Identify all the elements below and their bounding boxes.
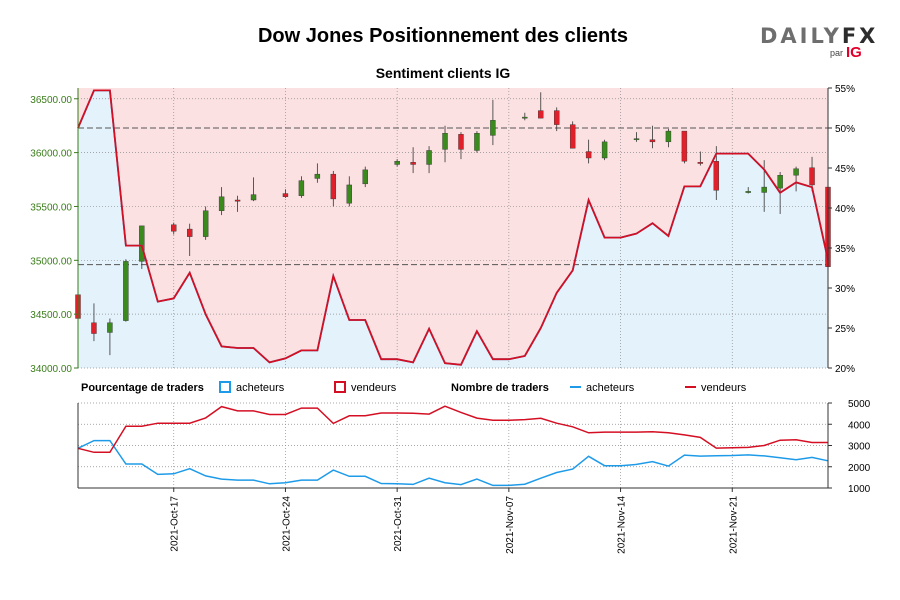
percent-tick-label: 25% bbox=[835, 324, 855, 335]
legend-count-heading: Nombre de traders bbox=[451, 382, 549, 394]
date-axis-labels: 2021-Oct-17 2021-Oct-24 2021-Oct-31 2021-No… bbox=[170, 488, 739, 554]
candle-body bbox=[490, 120, 496, 136]
candle-body bbox=[777, 175, 783, 189]
sellers-count-line bbox=[77, 405, 828, 454]
date-tick-label: 2021-Oct-31 bbox=[393, 496, 404, 552]
candle-body bbox=[410, 162, 416, 165]
count-tick-label: 4000 bbox=[848, 420, 871, 431]
candle-body bbox=[330, 173, 337, 200]
candle-body bbox=[569, 124, 576, 149]
candle-body bbox=[250, 194, 257, 201]
percent-tick-label: 20% bbox=[835, 364, 855, 375]
count-tick-label: 1000 bbox=[848, 484, 871, 495]
sellers-percent-line bbox=[77, 89, 829, 366]
candle-body bbox=[123, 261, 129, 321]
candle-body bbox=[697, 162, 704, 164]
candle-body bbox=[458, 134, 464, 150]
legend-sellers-count-label: vendeurs bbox=[701, 382, 747, 394]
candle-body bbox=[585, 151, 592, 159]
candle-body bbox=[91, 322, 97, 334]
legend-percent-heading: Pourcentage de traders bbox=[81, 382, 204, 394]
date-tick-label: 2021-Oct-24 bbox=[281, 496, 292, 552]
candle-body bbox=[665, 130, 672, 143]
percent-tick-label: 35% bbox=[835, 244, 855, 255]
price-tick-label: 35000.00 bbox=[30, 256, 72, 267]
candle-body bbox=[346, 184, 352, 204]
candle-body bbox=[522, 116, 528, 119]
candle-body bbox=[282, 193, 289, 197]
percent-tick-label: 55% bbox=[835, 84, 855, 95]
date-tick-label: 2021-Nov-07 bbox=[505, 496, 516, 554]
legend: Pourcentage de traders acheteurs vendeur… bbox=[81, 381, 747, 394]
candle-body bbox=[554, 110, 560, 125]
percent-tick-label: 45% bbox=[835, 164, 855, 175]
buyers-percent-line bbox=[77, 89, 829, 366]
percent-tick-label: 40% bbox=[835, 204, 855, 215]
candle-body bbox=[761, 186, 767, 193]
price-tick-label: 35500.00 bbox=[30, 202, 72, 213]
candle-body bbox=[171, 224, 177, 232]
buyers-count-line bbox=[77, 439, 829, 487]
candle-body bbox=[139, 225, 145, 262]
candle-body bbox=[649, 139, 656, 143]
count-lines bbox=[77, 405, 829, 487]
logo-wordmark: DAILYFX bbox=[760, 24, 879, 48]
legend-sellers-label: vendeurs bbox=[351, 382, 397, 394]
candle-body bbox=[681, 130, 688, 162]
candle-body bbox=[426, 150, 432, 165]
chart-subtitle: Sentiment clients IG bbox=[376, 65, 511, 81]
legend-buyers-box-icon bbox=[219, 381, 231, 393]
candle-body bbox=[202, 210, 209, 237]
candle-body bbox=[394, 161, 400, 165]
dailyfx-logo: DAILYFX par IG bbox=[760, 24, 875, 68]
legend-sellers-box-icon bbox=[334, 381, 346, 393]
buyers-area bbox=[78, 90, 828, 369]
legend-buyers-count-label: acheteurs bbox=[586, 382, 635, 394]
candle-body bbox=[234, 199, 241, 202]
price-tick-label: 36500.00 bbox=[30, 95, 72, 106]
legend-buyers-label: acheteurs bbox=[236, 382, 285, 394]
candle-body bbox=[362, 169, 368, 185]
main-gridlines bbox=[78, 88, 828, 369]
sentiment-area bbox=[78, 88, 828, 369]
candle-body bbox=[793, 168, 799, 176]
candle-body bbox=[601, 141, 608, 159]
candle-body bbox=[442, 133, 448, 150]
price-tick-label: 34500.00 bbox=[30, 310, 72, 321]
count-gridlines bbox=[78, 402, 828, 489]
chart-title: Dow Jones Positionnement des clients bbox=[258, 25, 628, 47]
count-axes: 1000 2000 3000 4000 5000 bbox=[77, 399, 871, 495]
candle-body bbox=[538, 110, 544, 119]
candle-body bbox=[745, 191, 751, 193]
percent-tick-label: 30% bbox=[835, 284, 855, 295]
date-tick-label: 2021-Oct-17 bbox=[170, 496, 181, 552]
candle-body bbox=[298, 180, 305, 196]
count-tick-label: 5000 bbox=[848, 399, 871, 410]
logo-ig-text: IG bbox=[846, 44, 862, 61]
candle-body bbox=[187, 228, 193, 237]
price-tick-label: 34000.00 bbox=[30, 364, 72, 375]
candle-body bbox=[809, 167, 815, 186]
count-tick-label: 2000 bbox=[848, 463, 871, 474]
candle-body bbox=[633, 138, 640, 141]
price-tick-label: 36000.00 bbox=[30, 149, 72, 160]
date-tick-label: 2021-Nov-14 bbox=[617, 496, 628, 554]
count-tick-label: 3000 bbox=[848, 442, 871, 453]
logo-par-text: par bbox=[830, 48, 844, 58]
candle-body bbox=[218, 196, 225, 211]
candle-body bbox=[314, 173, 321, 179]
candle-body bbox=[474, 133, 480, 151]
percent-tick-label: 50% bbox=[835, 124, 855, 135]
date-tick-label: 2021-Nov-21 bbox=[728, 496, 739, 554]
main-axes: 34000.00 34500.00 35000.00 35500.00 36000.00… bbox=[30, 84, 855, 375]
candle-body bbox=[107, 322, 113, 333]
candle-body bbox=[713, 161, 719, 191]
